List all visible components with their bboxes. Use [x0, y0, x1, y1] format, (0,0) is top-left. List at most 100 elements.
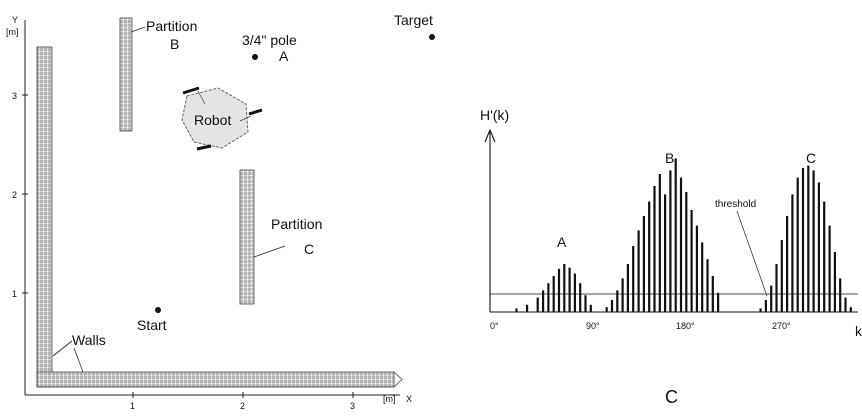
robot-sensor — [182, 86, 200, 95]
threshold-label: threshold — [715, 199, 756, 210]
histogram-bar — [817, 182, 820, 312]
target-dot — [429, 34, 435, 40]
pole-a-dot — [252, 54, 258, 60]
hist-x-tick-label: 0° — [490, 321, 499, 331]
histogram-bar — [701, 242, 704, 312]
partition-c-label: Partition — [271, 216, 322, 232]
histogram-bar — [568, 267, 571, 312]
histogram-bar — [658, 174, 661, 312]
walls-label: Walls — [72, 332, 106, 348]
histogram-bar — [616, 290, 619, 312]
hist-y-label: H'(k) — [480, 107, 509, 123]
peak-c-label: C — [806, 150, 816, 166]
histogram-bar — [526, 304, 529, 312]
histogram-bar — [849, 307, 852, 312]
map-y-unit: [m] — [6, 27, 19, 37]
histogram-bar — [557, 268, 561, 312]
map-y-tick-label: 1 — [12, 289, 17, 299]
robot-sensor — [248, 108, 263, 116]
peak-a-label: A — [557, 234, 567, 250]
histogram-bar — [796, 177, 799, 312]
histogram-bar — [674, 158, 677, 312]
histogram-bar — [515, 308, 518, 312]
histogram-bar — [823, 201, 826, 312]
histogram-bar — [695, 225, 698, 312]
histogram-bar — [828, 225, 831, 312]
pole-letter: A — [279, 48, 289, 64]
histogram-bar — [669, 170, 672, 312]
robot-label: Robot — [194, 112, 231, 128]
map-x-tick-label: 3 — [350, 401, 355, 411]
walls-leader — [73, 347, 84, 373]
histogram-bar — [812, 170, 815, 312]
walls-leader — [52, 340, 73, 357]
hist-bars — [515, 158, 852, 312]
histogram-bar — [690, 210, 693, 312]
histogram-bar — [786, 216, 789, 312]
wall-arrow-tip — [393, 371, 403, 388]
left-map: Y [m] [m] X 1 2 3 1 2 3 Partition B 3/4"… — [6, 12, 435, 411]
histogram-bar — [839, 278, 842, 312]
histogram-bar — [780, 240, 783, 312]
map-x-tick-label: 1 — [130, 401, 135, 411]
robot: Robot — [181, 86, 263, 151]
map-y-axis-label: Y — [12, 15, 18, 25]
histogram-bar — [791, 194, 794, 312]
histogram-bar — [626, 264, 629, 312]
histogram-bar — [844, 297, 847, 312]
robot-sensor-leader — [239, 115, 252, 122]
pole-label: 3/4" pole — [242, 32, 297, 48]
histogram-bar — [573, 273, 576, 312]
figure-caption: C — [665, 387, 678, 407]
histogram-bar — [685, 192, 688, 312]
histogram-bar — [653, 186, 656, 312]
histogram-bar — [589, 304, 592, 312]
map-x-tick-label: 2 — [240, 401, 245, 411]
histogram-bar — [584, 295, 587, 312]
histogram-bar — [770, 285, 773, 312]
start-dot — [155, 307, 161, 313]
histogram-bar — [801, 168, 805, 312]
wall-vertical — [36, 46, 53, 388]
wall-horizontal — [36, 371, 395, 388]
partition-c-leader — [253, 245, 286, 258]
histogram-bar — [807, 165, 810, 312]
partition-c-bar — [239, 169, 255, 305]
histogram-bar — [642, 216, 645, 312]
map-y-tick-label: 2 — [12, 190, 17, 200]
histogram-bar — [610, 300, 614, 312]
histogram-bar — [648, 201, 651, 312]
target-label: Target — [394, 12, 433, 28]
histogram-bar — [833, 252, 836, 312]
histogram-bar — [621, 278, 624, 312]
partition-b-leader — [130, 26, 146, 33]
partition-c-letter: C — [304, 241, 314, 257]
map-y-tick-label: 3 — [12, 91, 17, 101]
histogram-bar — [717, 292, 720, 312]
hist-y-arrow — [484, 128, 496, 143]
histogram-bar — [706, 259, 709, 312]
partition-b-bar — [119, 17, 133, 132]
robot-sensor — [196, 144, 212, 151]
map-x-unit: [m] — [383, 394, 396, 404]
histogram-bar — [536, 297, 539, 312]
partition-b-letter: B — [170, 36, 179, 52]
robot-sensor-leader — [197, 90, 206, 105]
hist-x-tick-label: 90° — [586, 321, 600, 331]
histogram-bar — [679, 177, 683, 312]
histogram-bar — [563, 264, 566, 312]
histogram-bar — [775, 264, 778, 312]
hist-x-tick-label: 180° — [676, 321, 695, 331]
threshold-leader — [736, 210, 768, 297]
histogram-bar — [547, 283, 550, 312]
histogram-bar — [664, 194, 667, 312]
histogram-bar — [605, 307, 608, 312]
peak-b-label: B — [665, 150, 674, 166]
robot-body — [181, 87, 249, 149]
start-label: Start — [137, 317, 167, 333]
polar-histogram: H'(k) k threshold A B C 0° 90° 180° 270°… — [480, 107, 862, 407]
partition-b-label: Partition — [146, 18, 197, 34]
histogram-bar — [632, 246, 635, 312]
